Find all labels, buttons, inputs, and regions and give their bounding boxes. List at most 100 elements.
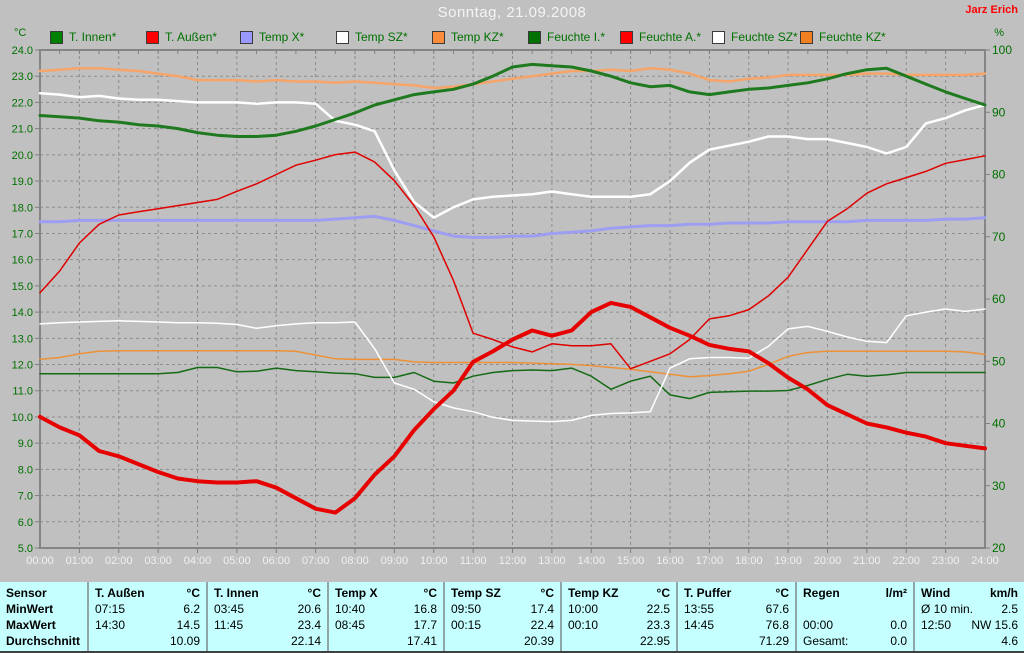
table-row: 71.29	[678, 633, 795, 649]
table-header-row: Temp X °C	[329, 585, 443, 601]
x-axis-tick-label: 15:00	[617, 555, 645, 567]
table-cell-value: 16.8	[413, 602, 437, 616]
table-row: 00:15 22.4	[445, 617, 560, 633]
table-cell-value: 23.3	[646, 618, 670, 632]
table-cell-value: 14.5	[176, 618, 200, 632]
legend-marker-icon	[240, 30, 253, 44]
legend-item-t-innen-: T. Innen*	[50, 30, 116, 44]
x-axis-tick-label: 01:00	[66, 555, 94, 567]
legend-item-label: T. Innen*	[69, 30, 117, 44]
table-cell-time: 14:30	[95, 618, 126, 632]
right-axis-tick-label: 80	[992, 168, 1006, 182]
x-axis-tick-label: 17:00	[696, 555, 724, 567]
table-cell-time: 14:45	[684, 618, 715, 632]
table-header-title: Temp SZ	[451, 586, 501, 600]
table-row: 17.41	[329, 633, 443, 649]
left-axis-tick-label: 12.0	[12, 360, 33, 372]
legend-item-label: Temp X*	[259, 30, 305, 44]
x-axis-tick-label: 20:00	[814, 555, 842, 567]
left-axis-tick-label: 15.0	[12, 281, 33, 293]
x-axis-tick-label: 11:00	[460, 555, 487, 567]
table-row: 10:00 22.5	[562, 601, 676, 617]
right-axis-tick-label: 40	[992, 417, 1006, 431]
table-header-title: T. Innen	[214, 586, 259, 600]
table-cell-time: 08:45	[335, 618, 366, 632]
table-row: 14:30 14.5	[89, 617, 206, 633]
table-cell-value: 20.6	[297, 602, 321, 616]
legend-item-feuchte-i-: Feuchte I.*	[528, 30, 605, 44]
left-axis-tick-label: 9.0	[18, 438, 33, 450]
table-cell-time: 00:00	[803, 618, 834, 632]
table-row: Gesamt: 0.0	[797, 633, 913, 649]
series-line-feuchte-a-	[39, 151, 986, 370]
left-axis-tick-label: 14.0	[12, 307, 33, 319]
table-header-title: Regen	[803, 586, 840, 600]
left-axis-tick-label: 8.0	[18, 464, 33, 476]
table-row: 00:10 23.3	[562, 617, 676, 633]
left-axis-unit-label: °C	[14, 27, 27, 39]
x-axis-tick-label: 05:00	[223, 555, 251, 567]
table-cell-time: 00:10	[568, 618, 599, 632]
table-column-temp-sz: Temp SZ °C 09:50 17.4 00:15 22.4 20.39	[443, 582, 560, 651]
legend-item-t-au-en-: T. Außen*	[146, 30, 217, 44]
series-line-t-au-en	[38, 300, 987, 515]
table-cell-value: 67.6	[765, 602, 789, 616]
table-header-unit: °C	[775, 586, 789, 600]
table-header-title: T. Puffer	[684, 586, 732, 600]
x-axis-tick-label: 19:00	[774, 555, 802, 567]
x-axis-tick-label: 07:00	[302, 555, 330, 567]
legend-item-label: Feuchte KZ*	[819, 30, 886, 44]
legend-item-label: Feuchte SZ*	[731, 30, 798, 44]
table-cell-value: 22.5	[646, 602, 670, 616]
table-cell-value: 76.8	[765, 618, 789, 632]
series-line-t-innen	[38, 62, 987, 138]
table-cell-time: 11:45	[214, 618, 244, 632]
left-axis-tick-label: 17.0	[12, 228, 33, 240]
x-axis-tick-label: 18:00	[735, 555, 763, 567]
legend-item-temp-sz-: Temp SZ*	[336, 30, 408, 44]
x-axis-tick-label: 14:00	[577, 555, 605, 567]
table-row: 09:50 17.4	[445, 601, 560, 617]
table-header-title: Temp X	[335, 586, 378, 600]
legend-item-label: Temp SZ*	[355, 30, 408, 44]
x-axis-tick-label: 09:00	[381, 555, 409, 567]
table-cell-time: 03:45	[214, 602, 245, 616]
left-axis-tick-label: 16.0	[12, 255, 33, 267]
left-axis-tick-label: 22.0	[12, 97, 33, 109]
right-axis-tick-label: 70	[992, 230, 1006, 244]
table-cell-time: Gesamt:	[803, 634, 849, 648]
right-axis-tick-label: 90	[992, 105, 1006, 119]
x-axis-tick-label: 21:00	[853, 555, 881, 567]
x-axis-tick-label: 12:00	[499, 555, 527, 567]
left-axis-tick-label: 6.0	[18, 517, 33, 529]
left-axis-tick-label: 11.0	[12, 386, 33, 398]
series-line-feuchte-i-	[39, 366, 986, 400]
table-header-row: Temp SZ °C	[445, 585, 560, 601]
series-line-temp-kz	[38, 67, 987, 90]
author-label: Jarz Erich	[965, 4, 1018, 16]
table-header-unit: l/m²	[885, 586, 907, 600]
table-cell-value: NW 15.6	[971, 618, 1018, 632]
table-row: 14:45 76.8	[678, 617, 795, 633]
right-axis-tick-label: 100	[992, 43, 1012, 57]
page-title: Sonntag, 21.09.2008	[437, 4, 587, 21]
table-header-unit: °C	[423, 586, 437, 600]
legend-marker-icon	[712, 30, 725, 44]
legend-marker-icon	[336, 30, 349, 44]
left-axis-tick-label: 13.0	[12, 333, 33, 345]
table-cell-value: 17.7	[413, 618, 437, 632]
right-axis-tick-label: 20	[992, 541, 1006, 555]
table-cell-value: 22.95	[639, 634, 670, 648]
table-row: 4.6	[915, 633, 1024, 649]
table-row: 22.14	[208, 633, 327, 649]
table-cell-time: 12:50	[921, 618, 952, 632]
table-column-t-innen: T. Innen °C 03:45 20.6 11:45 23.4 22.14	[206, 582, 327, 651]
legend-item-label: T. Außen*	[165, 30, 218, 44]
legend-marker-icon	[800, 30, 813, 44]
left-axis-tick-label: 10.0	[12, 412, 33, 424]
table-row	[797, 601, 913, 617]
legend-item-feuchte-kz-: Feuchte KZ*	[800, 30, 886, 44]
table-column-wind: Wind km/h Ø 10 min. 2.5 12:50 NW 15.6 4.6	[913, 582, 1024, 651]
left-axis-tick-label: 5.0	[18, 543, 33, 555]
